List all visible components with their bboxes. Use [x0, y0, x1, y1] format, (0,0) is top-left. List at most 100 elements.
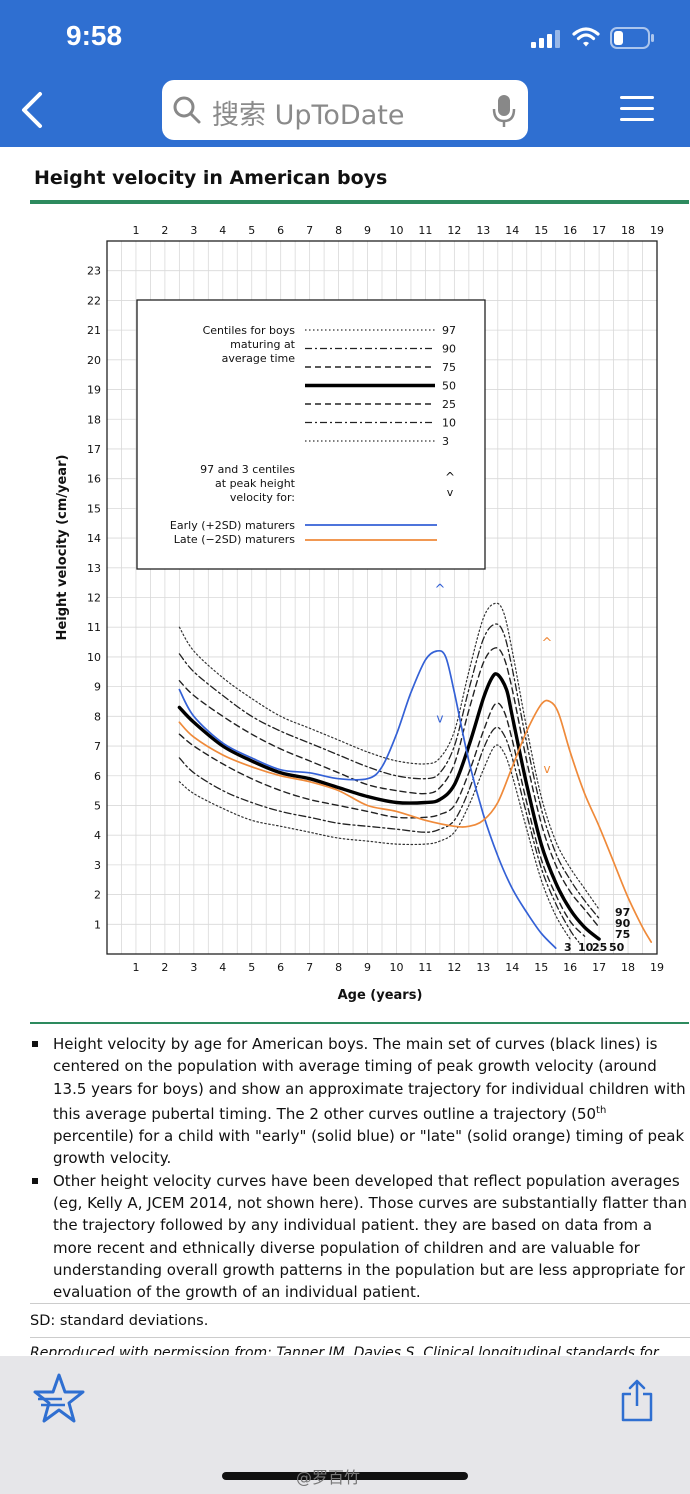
x-tick-label: 3 — [190, 961, 197, 974]
series-line-orange-8 — [178, 699, 653, 943]
end-label-bottom: 25 — [592, 941, 607, 954]
x-tick-label-top: 6 — [277, 224, 284, 237]
y-tick-label: 12 — [87, 592, 101, 605]
peak-marker-lower: v — [543, 762, 550, 776]
series-line-dashed-2 — [178, 647, 600, 928]
legend-late-label: Late (−2SD) maturers — [174, 533, 296, 546]
search-icon — [173, 96, 201, 124]
share-icon[interactable] — [620, 1378, 654, 1422]
legend-label-10: 10 — [442, 417, 456, 430]
y-tick-label: 5 — [94, 799, 101, 812]
x-tick-label: 2 — [161, 961, 168, 974]
legend-label-3: 3 — [442, 435, 449, 448]
legend-label-97: 97 — [442, 324, 456, 337]
y-tick-label: 11 — [87, 621, 101, 634]
end-label-right: 90 — [615, 917, 631, 930]
home-indicator — [222, 1472, 468, 1480]
x-tick-label-top: 12 — [447, 224, 461, 237]
x-tick-label-top: 4 — [219, 224, 226, 237]
peak-marker-upper: ^ — [434, 583, 445, 598]
legend-peak-title: at peak height — [215, 477, 296, 490]
chart-divider — [30, 1022, 689, 1024]
peak-marker-upper: ^ — [542, 636, 553, 651]
x-tick-label: 18 — [621, 961, 635, 974]
y-axis-label: Height velocity (cm/year) — [55, 455, 70, 641]
x-tick-label-top: 19 — [650, 224, 664, 237]
legend-peak-title: 97 and 3 centiles — [200, 463, 295, 476]
x-tick-label-top: 11 — [418, 224, 432, 237]
end-label-bottom: 3 — [564, 941, 572, 954]
end-label-bottom: 10 — [578, 941, 594, 954]
x-tick-label: 14 — [505, 961, 519, 974]
y-tick-label: 15 — [87, 502, 101, 515]
search-input[interactable]: 搜索 UpToDate — [212, 100, 405, 131]
x-tick-label: 11 — [418, 961, 432, 974]
caption-item-1: Height velocity by age for American boys… — [30, 1033, 690, 1170]
legend-label-75: 75 — [442, 361, 456, 374]
hamburger-menu-icon[interactable] — [620, 96, 654, 124]
plot-frame — [106, 240, 658, 955]
x-tick-label-top: 17 — [592, 224, 606, 237]
y-tick-label: 13 — [87, 562, 101, 575]
y-tick-label: 10 — [87, 651, 101, 664]
y-tick-label: 9 — [94, 681, 101, 694]
peak-marker-lower: v — [436, 711, 443, 725]
x-tick-label-top: 15 — [534, 224, 548, 237]
back-chevron-icon[interactable] — [18, 90, 48, 130]
x-tick-label: 8 — [335, 961, 342, 974]
wifi-icon — [572, 27, 600, 47]
x-tick-label: 13 — [476, 961, 490, 974]
y-tick-label: 16 — [87, 473, 101, 486]
y-tick-label: 21 — [87, 324, 101, 337]
end-label-right: 97 — [615, 906, 630, 919]
legend-title-line: Centiles for boys — [203, 324, 296, 337]
x-tick-label: 4 — [219, 961, 226, 974]
x-tick-label-top: 9 — [364, 224, 371, 237]
reproduction-note: Reproduced with permission from: Tanner … — [30, 1345, 659, 1355]
legend-label-25: 25 — [442, 398, 456, 411]
caption-text-1: Height velocity by age for American boys… — [53, 1035, 686, 1123]
series-line-blue-7 — [178, 649, 557, 949]
series-line-solid-3 — [177, 672, 601, 941]
x-tick-label: 19 — [650, 961, 664, 974]
sd-note: SD: standard deviations. — [30, 1303, 690, 1329]
x-tick-label-top: 16 — [563, 224, 577, 237]
legend-peak-title: velocity for: — [230, 491, 295, 504]
legend-early-label: Early (+2SD) maturers — [170, 519, 295, 532]
series-line-dashdot-5 — [178, 726, 580, 943]
cellular-signal-icon — [531, 30, 560, 48]
x-tick-label-top: 5 — [248, 224, 255, 237]
x-tick-label-top: 14 — [505, 224, 519, 237]
legend-label-90: 90 — [442, 343, 456, 356]
y-tick-label: 8 — [94, 710, 101, 723]
x-tick-label-top: 7 — [306, 224, 313, 237]
y-tick-label: 7 — [94, 740, 101, 753]
title-divider — [30, 200, 689, 204]
x-tick-label-top: 8 — [335, 224, 342, 237]
page-title: Height velocity in American boys — [34, 167, 388, 189]
search-bar[interactable]: 搜索 UpToDate — [162, 80, 528, 140]
x-tick-label-top: 18 — [621, 224, 635, 237]
watermark: @罗百竹 — [296, 1468, 361, 1487]
y-tick-label: 4 — [94, 829, 101, 842]
series-line-dashdot-1 — [178, 623, 600, 920]
series-line-dotted-6 — [178, 744, 571, 940]
x-tick-label-top: 13 — [476, 224, 490, 237]
bottom-toolbar — [0, 1356, 690, 1494]
end-label-bottom: 50 — [609, 941, 625, 954]
y-tick-label: 18 — [87, 413, 101, 426]
x-tick-label: 5 — [248, 961, 255, 974]
x-axis-label: Age (years) — [338, 988, 423, 1003]
status-time: 9:58 — [66, 20, 123, 51]
favorite-star-icon[interactable] — [32, 1372, 86, 1426]
x-tick-label-top: 3 — [190, 224, 197, 237]
legend-peak-mark-upper: ^ — [445, 470, 455, 484]
y-tick-label: 23 — [87, 265, 101, 278]
y-tick-label: 3 — [94, 859, 101, 872]
x-tick-label: 10 — [389, 961, 403, 974]
y-tick-label: 14 — [87, 532, 101, 545]
x-tick-label-top: 1 — [132, 224, 139, 237]
microphone-icon[interactable] — [492, 94, 516, 128]
legend-peak-mark-lower: v — [447, 486, 454, 499]
legend-label-50: 50 — [442, 380, 456, 393]
